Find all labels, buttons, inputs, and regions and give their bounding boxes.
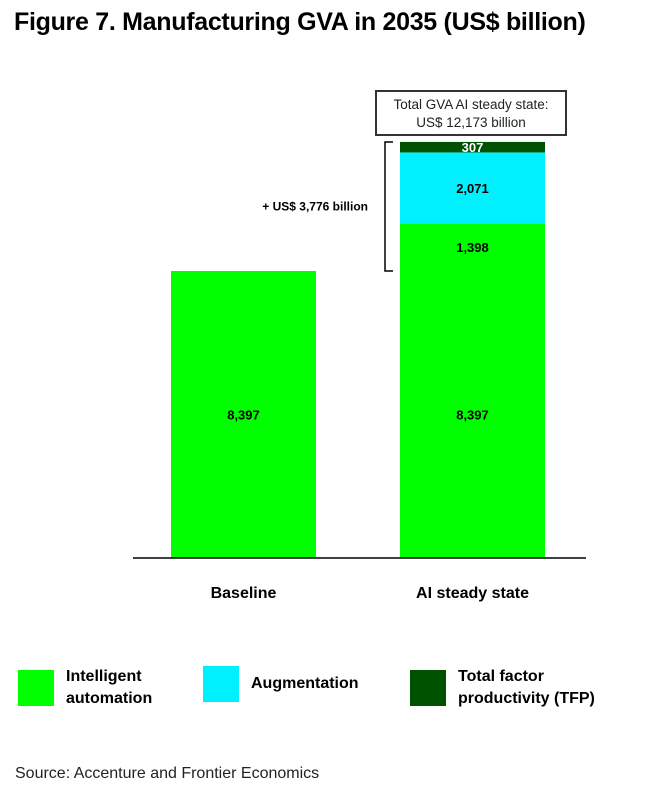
legend-label: Augmentation <box>251 675 359 692</box>
legend-swatch <box>18 670 54 706</box>
bar-segment <box>171 271 316 558</box>
source-note: Source: Accenture and Frontier Economics <box>15 765 320 782</box>
bar-value-label: 307 <box>462 140 484 155</box>
category-label: Baseline <box>211 585 277 602</box>
legend-item-augmentation: Augmentation <box>203 666 381 702</box>
bar-segment <box>400 152 545 224</box>
legend-label: Total factor productivity (TFP) <box>458 668 595 707</box>
bar-value-label: 2,071 <box>456 181 489 196</box>
total-annotation-line1: Total GVA AI steady state: <box>393 97 549 112</box>
bracket <box>384 141 393 272</box>
bar-value-label: 8,397 <box>227 408 260 423</box>
legend-swatch <box>203 666 239 702</box>
category-label: AI steady state <box>416 585 529 602</box>
bar-segment <box>400 223 545 271</box>
bracket-label: + US$ 3,776 billion <box>262 199 368 213</box>
bar-value-label: 1,398 <box>456 240 489 255</box>
legend-item-tfp: Total factor productivity (TFP) <box>410 666 638 710</box>
bar-segment <box>400 141 545 153</box>
legend-item-intelligent-automation: Intelligent automation <box>18 666 196 710</box>
legend-swatch <box>410 670 446 706</box>
bar-segment <box>400 271 545 558</box>
total-annotation-line2: US$ 12,173 billion <box>416 115 526 130</box>
total-annotation-box: Total GVA AI steady state: US$ 12,173 bi… <box>375 90 567 136</box>
bar-value-label: 8,397 <box>456 408 489 423</box>
chart-title: Figure 7. Manufacturing GVA in 2035 (US$… <box>14 8 586 36</box>
legend-label: Intelligent automation <box>66 668 153 707</box>
